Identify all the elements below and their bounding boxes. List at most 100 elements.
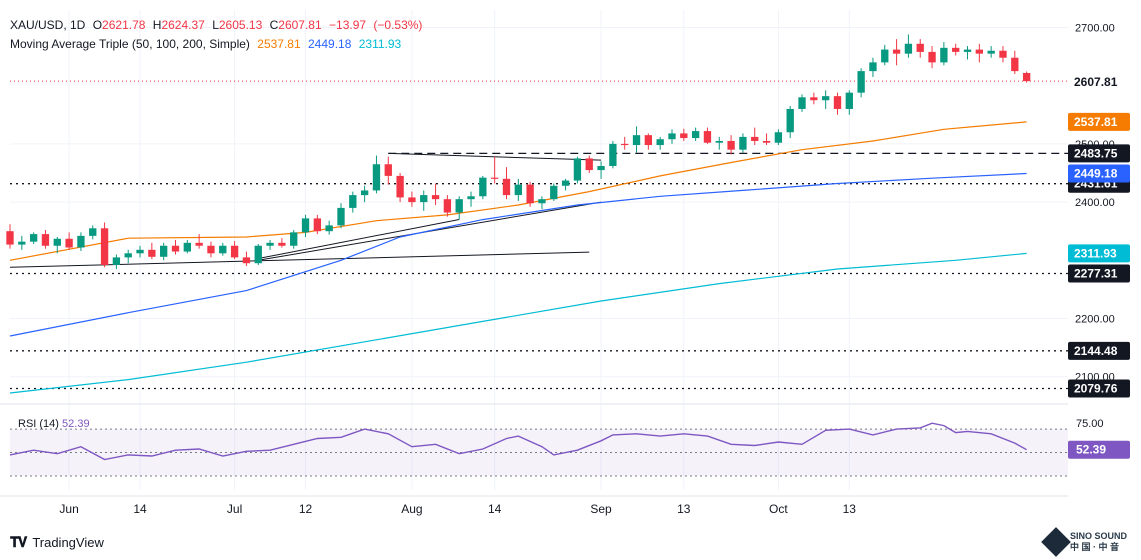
candle-body bbox=[266, 242, 274, 246]
candle-body bbox=[479, 177, 487, 197]
candle-body bbox=[963, 49, 972, 52]
candle-body bbox=[703, 131, 712, 143]
candle-body bbox=[65, 238, 73, 248]
candle-body bbox=[585, 158, 593, 171]
sino-badge-icon bbox=[1041, 527, 1071, 557]
level-price-tag: 2144.48 bbox=[1074, 344, 1118, 358]
ma-price-tag-bg bbox=[1068, 164, 1130, 183]
candle-body bbox=[396, 175, 404, 198]
candle-body bbox=[301, 218, 310, 233]
candle-body bbox=[384, 164, 392, 176]
level-price-tag-bg bbox=[1068, 144, 1130, 163]
rsi-value-legend: 52.39 bbox=[62, 418, 90, 430]
candle-body bbox=[349, 195, 357, 208]
candle-body bbox=[254, 245, 262, 264]
ma50-value: 2537.81 bbox=[257, 37, 301, 51]
symbol-title: XAU/USD, 1D bbox=[10, 18, 86, 32]
candle-body bbox=[727, 140, 735, 150]
low-value: 2605.13 bbox=[218, 18, 263, 32]
rsi-tick-label: 75.00 bbox=[1076, 418, 1104, 430]
rsi-value-tag: 52.39 bbox=[1076, 443, 1106, 457]
candle-body bbox=[148, 249, 156, 257]
candle-body bbox=[18, 241, 26, 245]
candle-body bbox=[77, 235, 85, 248]
candle-body bbox=[1022, 72, 1031, 82]
level-price-tag: 2079.76 bbox=[1074, 381, 1118, 395]
ma200-value: 2311.93 bbox=[358, 37, 402, 51]
candle-body bbox=[160, 245, 168, 257]
candle-body bbox=[124, 253, 132, 258]
close-label: C bbox=[269, 18, 279, 32]
candle-body bbox=[313, 218, 322, 232]
level-price-tag: 2277.31 bbox=[1074, 267, 1118, 281]
candle-body bbox=[183, 242, 191, 252]
candle-body bbox=[89, 228, 97, 236]
ma-price-tag: 2449.18 bbox=[1074, 166, 1118, 180]
y-tick-label: 2700.00 bbox=[1075, 22, 1115, 34]
y-tick-label: 2200.00 bbox=[1075, 314, 1115, 326]
candle-body bbox=[609, 143, 617, 166]
candle-body bbox=[100, 228, 109, 265]
candle-body bbox=[975, 49, 984, 54]
candle-body bbox=[987, 50, 995, 54]
low-label: L bbox=[212, 18, 219, 32]
close-value: 2607.81 bbox=[278, 18, 322, 32]
ma-price-tag-bg bbox=[1068, 244, 1130, 263]
change-value: −13.97 bbox=[329, 18, 367, 32]
candle-body bbox=[691, 131, 700, 139]
x-tick-label: 14 bbox=[488, 502, 502, 516]
tradingview-label: TradingView bbox=[32, 535, 104, 550]
candle-body bbox=[219, 245, 227, 254]
x-tick-label: 12 bbox=[299, 502, 313, 516]
level-price-tag-bg bbox=[1068, 264, 1130, 283]
x-tick-label: 13 bbox=[677, 502, 691, 516]
candle-body bbox=[360, 190, 369, 196]
candle-body bbox=[621, 143, 629, 146]
open-value: 2621.78 bbox=[102, 18, 146, 32]
candle-body bbox=[372, 164, 381, 191]
rsi-value-tag-bg bbox=[1068, 440, 1130, 459]
candle-body bbox=[431, 195, 440, 200]
candle-body bbox=[53, 238, 61, 246]
candle-body bbox=[467, 196, 475, 200]
candle-body bbox=[136, 249, 144, 254]
candle-body bbox=[668, 133, 676, 140]
candle-body bbox=[325, 225, 333, 232]
change-percent: (−0.53%) bbox=[373, 18, 423, 32]
candle-body bbox=[41, 234, 50, 246]
candle-body bbox=[739, 136, 747, 150]
candle-body bbox=[632, 135, 641, 146]
candle-body bbox=[892, 49, 901, 54]
candle-body bbox=[573, 158, 582, 181]
trendline bbox=[258, 219, 460, 260]
candle-body bbox=[822, 96, 830, 101]
candle-body bbox=[940, 47, 948, 63]
candle-body bbox=[561, 180, 570, 186]
candle-body bbox=[6, 231, 14, 245]
sino-sound-logo: SINO SOUND 中 国 · 中 音 bbox=[1041, 527, 1138, 558]
candle-body bbox=[1011, 57, 1019, 72]
candle-body bbox=[491, 177, 499, 179]
candle-body bbox=[420, 195, 428, 203]
x-tick-label: 14 bbox=[133, 502, 147, 516]
x-tick-label: Sep bbox=[590, 502, 612, 516]
candle-body bbox=[278, 242, 286, 246]
level-price-tag: 2483.75 bbox=[1074, 146, 1118, 160]
ohlc-legend: XAU/USD, 1D O2621.78 H2624.37 L2605.13 C… bbox=[10, 18, 426, 32]
candle-body bbox=[230, 245, 239, 258]
ma100-value: 2449.18 bbox=[308, 37, 352, 51]
candle-body bbox=[786, 108, 794, 133]
candle-body bbox=[171, 245, 180, 252]
high-value: 2624.37 bbox=[161, 18, 205, 32]
last-price-tag-bg bbox=[1067, 71, 1131, 91]
ma-legend-label: Moving Average Triple (50, 100, 200, Sim… bbox=[10, 37, 250, 51]
ma-price-tag: 2311.93 bbox=[1074, 246, 1117, 260]
candle-body bbox=[798, 97, 806, 109]
x-tick-label: 13 bbox=[843, 502, 857, 516]
candle-body bbox=[644, 135, 653, 146]
open-label: O bbox=[92, 18, 103, 32]
tradingview-watermark[interactable]: 𝐓𝐕 TradingView bbox=[10, 534, 104, 551]
candle-body bbox=[845, 92, 853, 109]
candle-body bbox=[112, 257, 121, 265]
